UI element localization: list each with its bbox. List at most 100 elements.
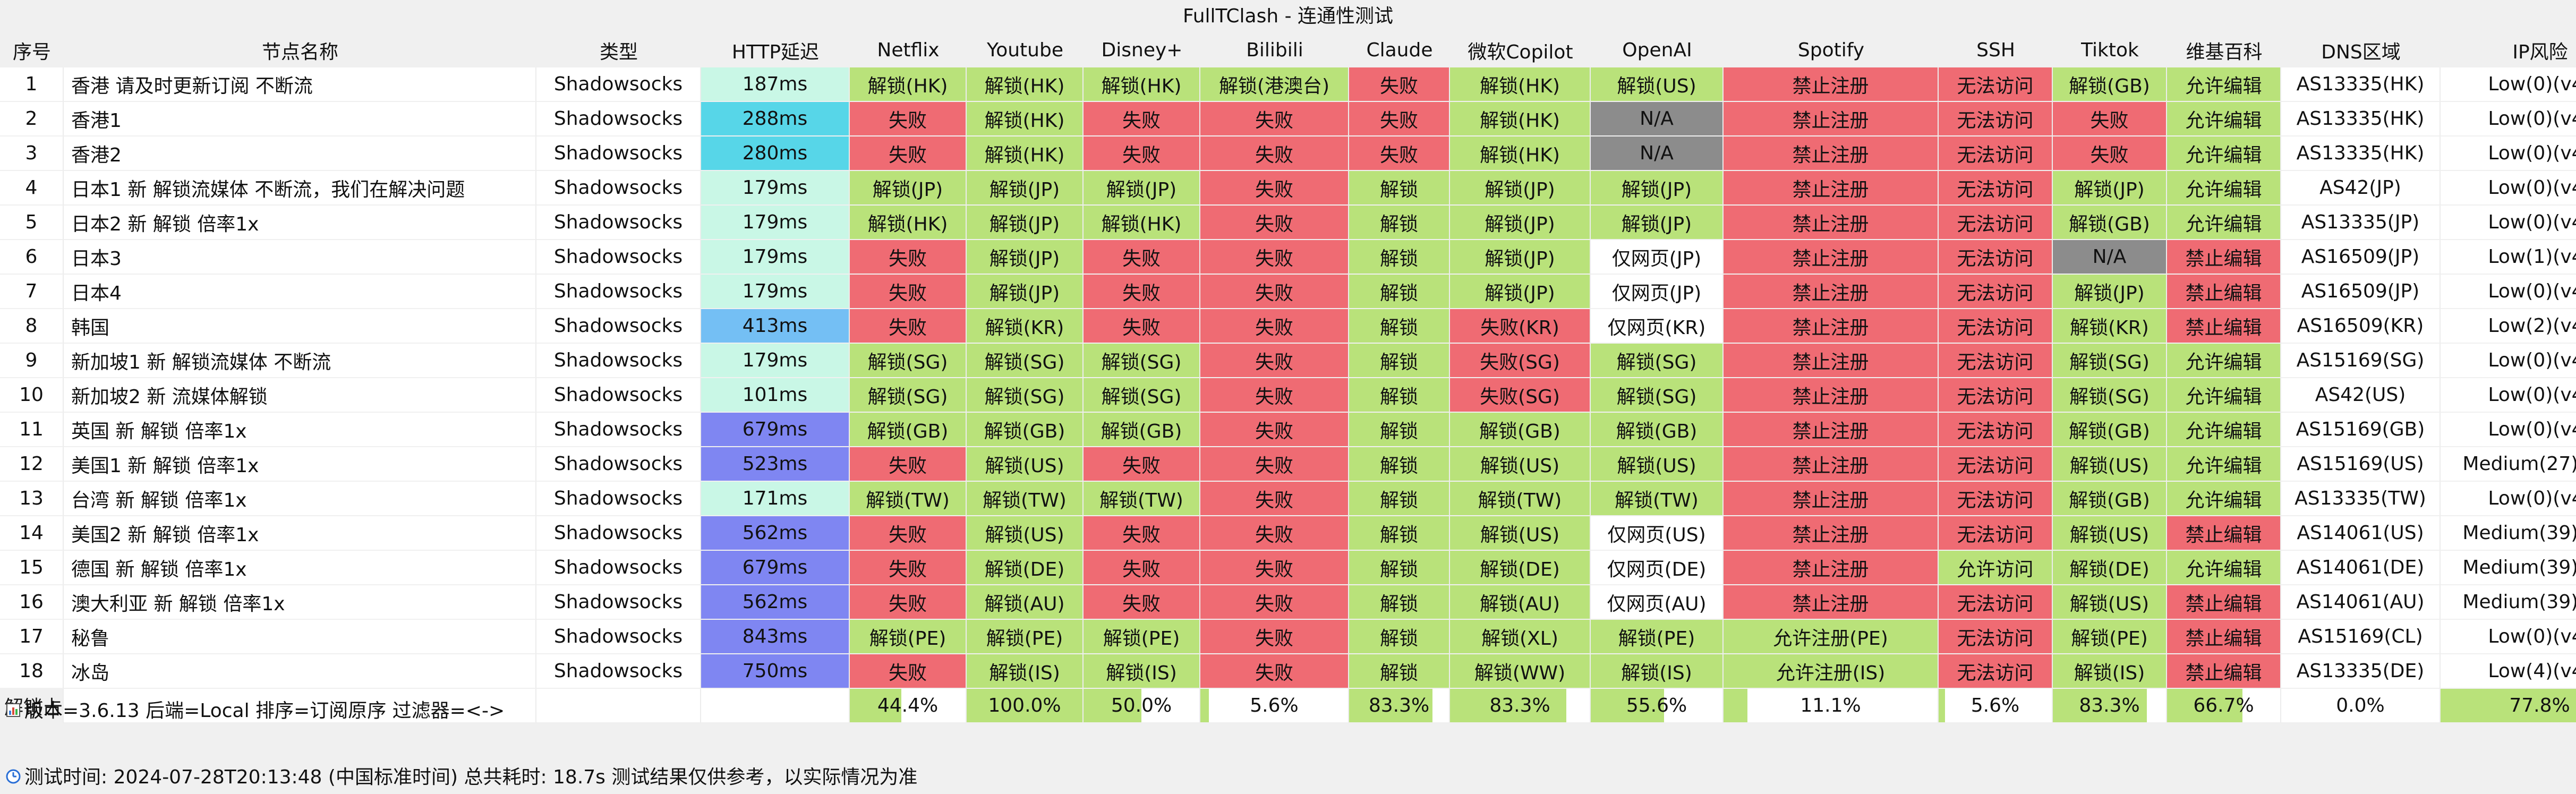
summary-fill [1200, 689, 1209, 722]
table-cell: 允许编辑 [2167, 551, 2281, 585]
table-cell: 解锁(US) [1450, 447, 1591, 482]
table-cell: 失败 [1200, 447, 1349, 482]
table-cell: 解锁 [1349, 378, 1450, 413]
table-cell: 失败 [1349, 102, 1450, 136]
table-cell: 无法访问 [1939, 585, 2053, 620]
table-cell: 失败 [1349, 136, 1450, 171]
table-cell: AS16509(JP) [2281, 240, 2441, 275]
table-cell: 9 [0, 344, 64, 378]
table-cell: 解锁(US) [2053, 585, 2167, 620]
table-cell: 禁止编辑 [2167, 585, 2281, 620]
table-cell: 562ms [701, 585, 850, 620]
table-cell: Low(0)(v4) [2441, 102, 2576, 136]
column-header: Netflix [850, 33, 967, 67]
table-cell: 18 [0, 654, 64, 689]
column-header: DNS区域 [2281, 33, 2441, 67]
table-cell: 5 [0, 206, 64, 240]
table-cell: 解锁(HK) [967, 102, 1084, 136]
table-cell: 允许编辑 [2167, 447, 2281, 482]
table-cell: 禁止注册 [1724, 344, 1939, 378]
table-cell: 解锁(TW) [1591, 482, 1724, 516]
footer-version: 版本=3.6.13 后端=Local 排序=订阅原序 过滤器=<-> [0, 691, 2576, 726]
table-cell: 失败 [2053, 136, 2167, 171]
table-cell: 无法访问 [1939, 309, 2053, 344]
table-cell: 解锁(PE) [1084, 620, 1200, 654]
table-cell: 179ms [701, 275, 850, 309]
table-cell: 解锁(US) [1591, 67, 1724, 102]
summary-value: 11.1% [1800, 695, 1861, 716]
table-cell: 解锁(GB) [1084, 413, 1200, 447]
table-cell: 解锁(US) [2053, 516, 2167, 551]
table-cell: 解锁(JP) [1450, 206, 1591, 240]
table-cell: 解锁(IS) [967, 654, 1084, 689]
table-cell: 13 [0, 482, 64, 516]
table-cell: 禁止注册 [1724, 240, 1939, 275]
table-cell: 美国1 新 解锁 倍率1x [64, 447, 536, 482]
table-cell: 2 [0, 102, 64, 136]
summary-value: 77.8% [2509, 695, 2570, 716]
table-cell: 禁止注册 [1724, 67, 1939, 102]
table-cell: 解锁(AU) [967, 585, 1084, 620]
table-cell: 允许编辑 [2167, 344, 2281, 378]
table-cell: 679ms [701, 551, 850, 585]
table-cell: AS16509(KR) [2281, 309, 2441, 344]
table-cell: 无法访问 [1939, 67, 2053, 102]
column-header: 类型 [536, 33, 701, 67]
table-cell: 允许编辑 [2167, 413, 2281, 447]
table-cell: AS15169(US) [2281, 447, 2441, 482]
table-cell: 失败 [1200, 654, 1349, 689]
table-cell: 失败 [1200, 240, 1349, 275]
table-cell: Shadowsocks [536, 585, 701, 620]
table-cell: 解锁 [1349, 447, 1450, 482]
table-cell: 禁止注册 [1724, 102, 1939, 136]
table-cell: 禁止注册 [1724, 413, 1939, 447]
summary-fill [1349, 689, 1432, 722]
table-cell: AS15169(CL) [2281, 620, 2441, 654]
summary-cell: 55.6% [1591, 689, 1724, 723]
table-cell: 解锁 [1349, 206, 1450, 240]
table-cell: 288ms [701, 102, 850, 136]
table-cell: 解锁 [1349, 309, 1450, 344]
table-cell: 无法访问 [1939, 344, 2053, 378]
summary-cell: 5.6% [1200, 689, 1349, 723]
table-cell: 解锁(GB) [1450, 413, 1591, 447]
table-cell: 解锁(JP) [967, 171, 1084, 206]
column-header: Youtube [967, 33, 1084, 67]
summary-cell: 100.0% [967, 689, 1084, 723]
table-cell: 解锁(JP) [2053, 275, 2167, 309]
table-cell: 禁止注册 [1724, 171, 1939, 206]
column-header: Spotify [1724, 33, 1939, 67]
table-cell: AS16509(JP) [2281, 275, 2441, 309]
window-title: FullTClash - 连通性测试 [1182, 5, 1394, 27]
table-cell: 失败 [850, 585, 967, 620]
table-cell: 解锁(SG) [2053, 378, 2167, 413]
table-cell: AS15169(GB) [2281, 413, 2441, 447]
table-cell: Low(0)(v4) [2441, 171, 2576, 206]
column-header: Disney+ [1084, 33, 1200, 67]
summary-fill [2053, 689, 2147, 722]
column-header: 节点名称 [64, 33, 536, 67]
table-cell: 无法访问 [1939, 378, 2053, 413]
column-header: 维基百科 [2167, 33, 2281, 67]
table-cell: 7 [0, 275, 64, 309]
table-cell: 失败 [1200, 378, 1349, 413]
table-cell: 解锁(GB) [967, 413, 1084, 447]
table-cell: 失败 [850, 551, 967, 585]
table-cell: 解锁(XL) [1450, 620, 1591, 654]
table-cell: 解锁(TW) [850, 482, 967, 516]
table-cell: 香港2 [64, 136, 536, 171]
table-cell: AS13335(JP) [2281, 206, 2441, 240]
summary-cell [64, 689, 536, 723]
table-cell: 解锁(US) [1591, 447, 1724, 482]
table-cell: 解锁(JP) [1591, 171, 1724, 206]
table-cell: 禁止编辑 [2167, 240, 2281, 275]
table-cell: 禁止注册 [1724, 136, 1939, 171]
table-cell: Medium(39)(v4) [2441, 585, 2576, 620]
summary-cell [536, 689, 701, 723]
table-cell: 解锁(HK) [967, 67, 1084, 102]
table-cell: 解锁(IS) [1084, 654, 1200, 689]
table-cell: Shadowsocks [536, 447, 701, 482]
table-cell: 失败 [1200, 413, 1349, 447]
table-cell: N/A [2053, 240, 2167, 275]
table-cell: 允许编辑 [2167, 171, 2281, 206]
